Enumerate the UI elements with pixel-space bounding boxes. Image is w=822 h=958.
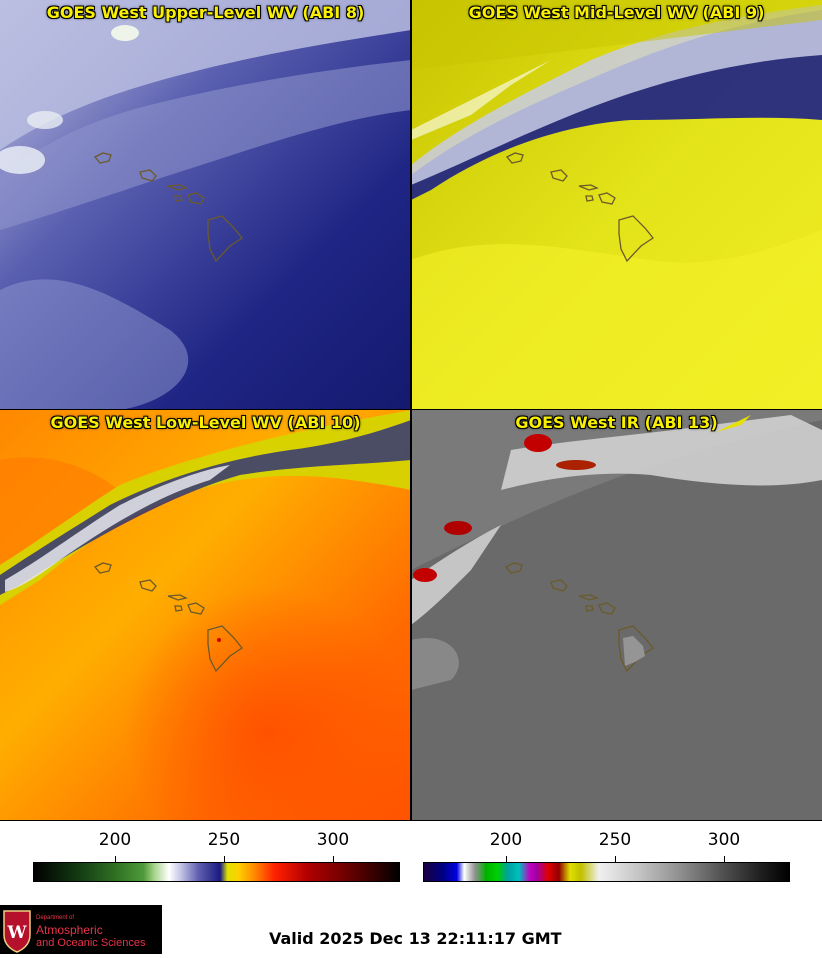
low-wv-image [0,410,411,821]
wv-colorbar-tick [224,856,225,862]
hawaii-outline [505,152,654,263]
logo-line-2: Atmospheric [36,923,103,937]
panel-mid-level-wv: GOES West Mid-Level WV (ABI 9) [411,0,822,410]
shield-letter: W [6,923,27,943]
ir-colorbar-tick [615,856,616,862]
ir-colorbar-tick-label: 200 [489,830,523,850]
ir-colorbar-tick [506,856,507,862]
panel-ir: GOES West IR (ABI 13) [411,410,822,821]
mid-wv-image [411,0,822,410]
hawaii-outline [93,562,243,673]
logo-line-1: Department of [36,915,74,921]
valid-time-label: Valid 2025 Dec 13 22:11:17 GMT [269,929,562,948]
ir-colorbar-tick [724,856,725,862]
ir-colorbar-tick-label: 250 [598,830,632,850]
uw-shield-icon: W Department of Atmospheric and Oceanic … [3,910,146,953]
ir-colorbar-tick-label: 300 [707,830,741,850]
panel-divider-horizontal [0,409,822,410]
wv-colorbar-tick [333,856,334,862]
water-vapor-colorbar [33,862,400,882]
hawaii-outline [93,152,243,263]
aos-logo: W Department of Atmospheric and Oceanic … [0,905,162,954]
ir-image [411,410,822,821]
panel-title: GOES West Upper-Level WV (ABI 8) [46,3,365,22]
panel-bottom-border [0,820,822,821]
panel-title: GOES West Mid-Level WV (ABI 9) [468,3,765,22]
panel-low-level-wv: GOES West Low-Level WV (ABI 10) [0,410,411,821]
infrared-colorbar [423,862,790,882]
wv-colorbar-tick [115,856,116,862]
panel-title: GOES West Low-Level WV (ABI 10) [50,413,361,432]
wv-colorbar-tick-label: 300 [316,830,350,850]
panel-divider-vertical [410,0,412,821]
wv-colorbar-tick-label: 200 [98,830,132,850]
panel-upper-level-wv: GOES West Upper-Level WV (ABI 8) [0,0,411,410]
logo-line-3: and Oceanic Sciences [36,937,146,949]
panel-title: GOES West IR (ABI 13) [515,413,718,432]
wv-colorbar-tick-label: 250 [207,830,241,850]
upper-wv-image [0,0,411,410]
